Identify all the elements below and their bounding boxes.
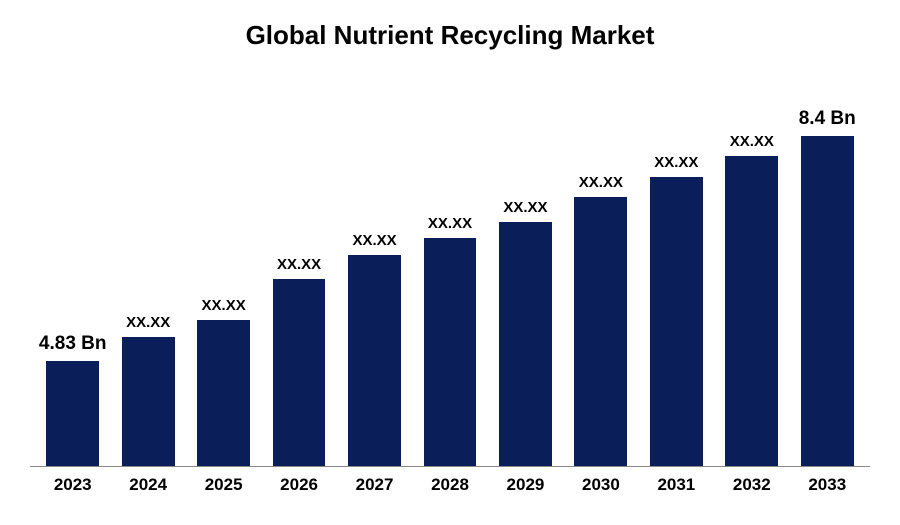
bar-group: 8.4 Bn [790, 76, 865, 466]
bar-group: XX.XX [563, 76, 638, 466]
bar-value-label: XX.XX [654, 154, 698, 171]
bar-group: XX.XX [261, 76, 336, 466]
bar-group: XX.XX [488, 76, 563, 466]
x-axis-label: 2033 [790, 475, 865, 495]
bar-group: XX.XX [186, 76, 261, 466]
bar-value-label: XX.XX [579, 174, 623, 191]
chart-container: Global Nutrient Recycling Market 4.83 Bn… [0, 0, 900, 525]
bars-row: 4.83 Bn XX.XX XX.XX XX.XX XX.XX XX.XX XX.XX XX.… [30, 76, 870, 467]
bar-value-label: XX.XX [277, 256, 321, 273]
bar-value-label: XX.XX [428, 215, 472, 232]
x-axis-label: 2025 [186, 475, 261, 495]
bar [122, 337, 175, 466]
chart-title: Global Nutrient Recycling Market [30, 20, 870, 51]
x-axis-label: 2024 [110, 475, 185, 495]
bar [348, 255, 401, 466]
plot-area: 4.83 Bn XX.XX XX.XX XX.XX XX.XX XX.XX XX.XX XX.… [30, 76, 870, 495]
x-axis-label: 2027 [337, 475, 412, 495]
x-axis-labels: 2023202420252026202720282029203020312032… [30, 467, 870, 495]
x-axis-label: 2028 [412, 475, 487, 495]
x-axis-label: 2030 [563, 475, 638, 495]
bar-value-label: XX.XX [352, 232, 396, 249]
bar [273, 279, 326, 466]
bar-value-label: XX.XX [730, 133, 774, 150]
x-axis-label: 2029 [488, 475, 563, 495]
bar [46, 361, 99, 466]
bar-value-label: 4.83 Bn [39, 333, 107, 355]
bar [650, 177, 703, 466]
bar [574, 197, 627, 466]
bar [424, 238, 477, 466]
x-axis-label: 2026 [261, 475, 336, 495]
bar-group: XX.XX [412, 76, 487, 466]
bar-group: XX.XX [714, 76, 789, 466]
bar-group: XX.XX [639, 76, 714, 466]
bar [499, 222, 552, 466]
bar-value-label: XX.XX [126, 314, 170, 331]
bar [725, 156, 778, 466]
x-axis-label: 2031 [639, 475, 714, 495]
bar-group: 4.83 Bn [35, 76, 110, 466]
bar-group: XX.XX [110, 76, 185, 466]
bar-group: XX.XX [337, 76, 412, 466]
x-axis-label: 2023 [35, 475, 110, 495]
bar-value-label: 8.4 Bn [799, 108, 856, 130]
bar [801, 136, 854, 466]
x-axis-label: 2032 [714, 475, 789, 495]
bar-value-label: XX.XX [202, 297, 246, 314]
bar-value-label: XX.XX [503, 199, 547, 216]
bar [197, 320, 250, 466]
